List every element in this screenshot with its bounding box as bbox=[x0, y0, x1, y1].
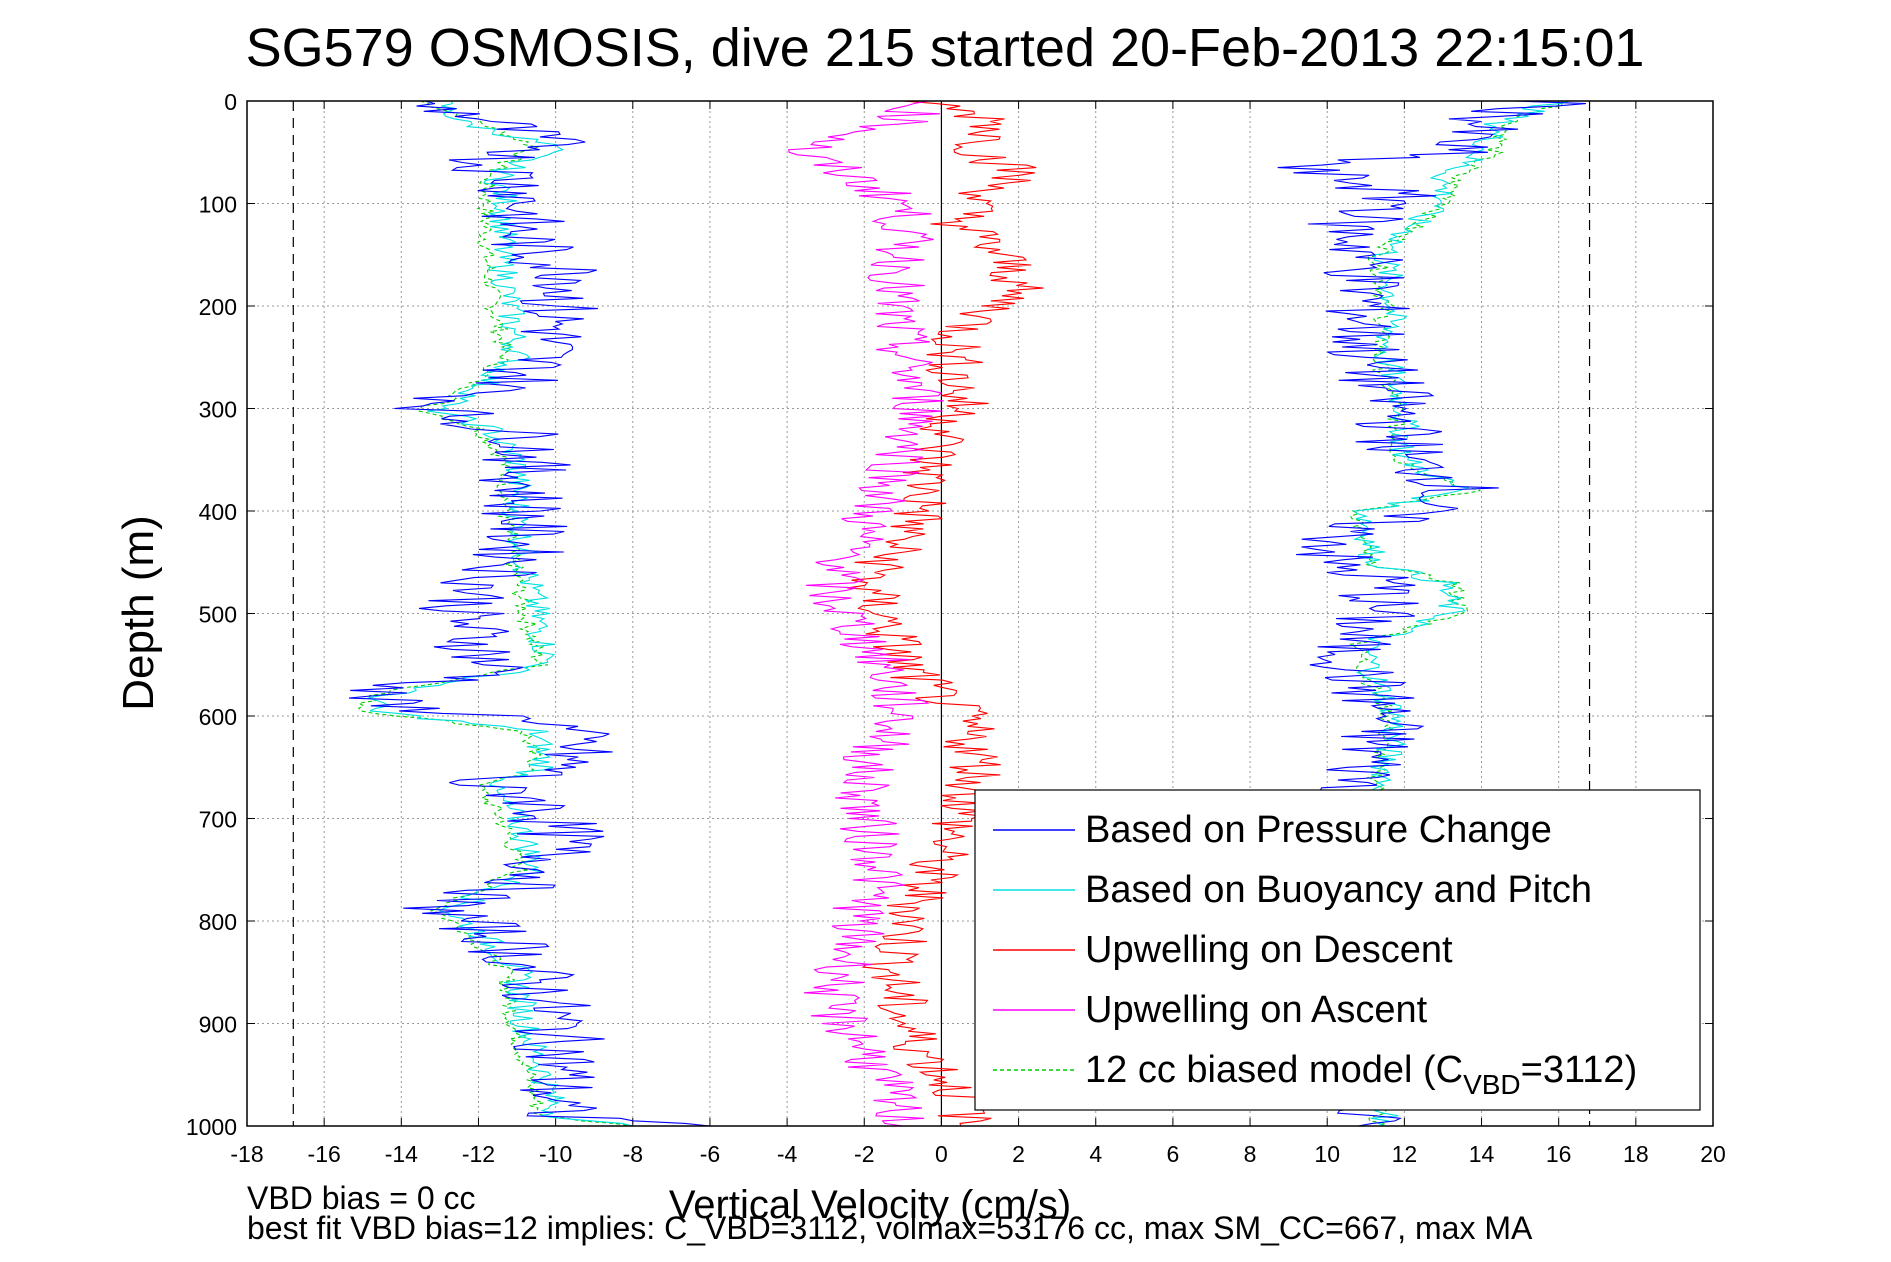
y-tick-label: 500 bbox=[199, 602, 237, 628]
y-tick-label: 900 bbox=[199, 1012, 237, 1038]
legend-label: Based on Buoyancy and Pitch bbox=[1085, 869, 1592, 911]
x-tick-label: -6 bbox=[700, 1141, 720, 1167]
x-tick-label: -12 bbox=[462, 1141, 495, 1167]
x-tick-label: 14 bbox=[1469, 1141, 1495, 1167]
legend-box bbox=[974, 789, 1701, 1111]
x-tick-labels: -18 -16 -14 -12 -10 -8 -6 -4 -2 0 2 4 6 8 10 12 14 16 18 20 bbox=[230, 1141, 1725, 1167]
legend-label: Upwelling on Descent bbox=[1085, 929, 1453, 971]
x-tick-label: 2 bbox=[1012, 1141, 1025, 1167]
x-tick-label: 20 bbox=[1700, 1141, 1726, 1167]
y-tick-label: 0 bbox=[224, 89, 237, 115]
y-tick-label: 100 bbox=[199, 192, 237, 218]
legend-label: Based on Pressure Change bbox=[1085, 809, 1552, 851]
x-tick-label: -8 bbox=[623, 1141, 643, 1167]
series-line-5-ascent bbox=[1349, 100, 1564, 1127]
x-tick-label: -4 bbox=[777, 1141, 798, 1167]
x-tick-label: 8 bbox=[1244, 1141, 1257, 1167]
plot-frame bbox=[246, 100, 1714, 1127]
y-tick-label: 600 bbox=[199, 704, 237, 730]
best-fit-note: best fit VBD bias=12 implies: C_VBD=3112… bbox=[247, 1210, 1533, 1246]
y-tick-labels: 0 100 200 300 400 500 600 700 800 900 1000 bbox=[186, 89, 237, 1140]
legend: Based on Pressure Change Based on Buoyanc… bbox=[974, 789, 1701, 1111]
x-tick-label: -18 bbox=[230, 1141, 263, 1167]
y-tick-label: 300 bbox=[199, 397, 237, 423]
vbd-bias-note: VBD bias = 0 cc bbox=[247, 1180, 476, 1216]
x-tick-label: -10 bbox=[539, 1141, 572, 1167]
legend-label: Upwelling on Ascent bbox=[1085, 989, 1428, 1031]
x-tick-label: -2 bbox=[854, 1141, 874, 1167]
x-tick-label: 0 bbox=[935, 1141, 948, 1167]
y-tick-label: 400 bbox=[199, 499, 237, 525]
y-tick-label: 200 bbox=[199, 294, 237, 320]
x-tick-label: 18 bbox=[1623, 1141, 1649, 1167]
y-tick-label: 700 bbox=[199, 807, 237, 833]
x-tick-label: 10 bbox=[1314, 1141, 1340, 1167]
series-line-5-descent bbox=[357, 100, 633, 1127]
series-line-2-descent bbox=[367, 100, 633, 1127]
x-tick-label: 12 bbox=[1392, 1141, 1418, 1167]
series-line-1-descent bbox=[348, 100, 710, 1127]
chart-title: SG579 OSMOSIS, dive 215 started 20-Feb-2… bbox=[246, 18, 1645, 78]
y-tick-label: 800 bbox=[199, 909, 237, 935]
x-tick-label: 6 bbox=[1166, 1141, 1179, 1167]
x-tick-label: 4 bbox=[1089, 1141, 1102, 1167]
x-tick-label: -14 bbox=[385, 1141, 418, 1167]
x-tick-label: -16 bbox=[308, 1141, 341, 1167]
y-axis-label: Depth (m) bbox=[114, 515, 163, 711]
y-tick-label: 1000 bbox=[186, 1114, 237, 1140]
series-line-3-descent bbox=[847, 100, 1044, 1127]
x-axis-label: Vertical Velocity (cm/s) bbox=[669, 1183, 1071, 1227]
x-tick-label: 16 bbox=[1546, 1141, 1572, 1167]
series-line-4-ascent bbox=[788, 100, 944, 1127]
